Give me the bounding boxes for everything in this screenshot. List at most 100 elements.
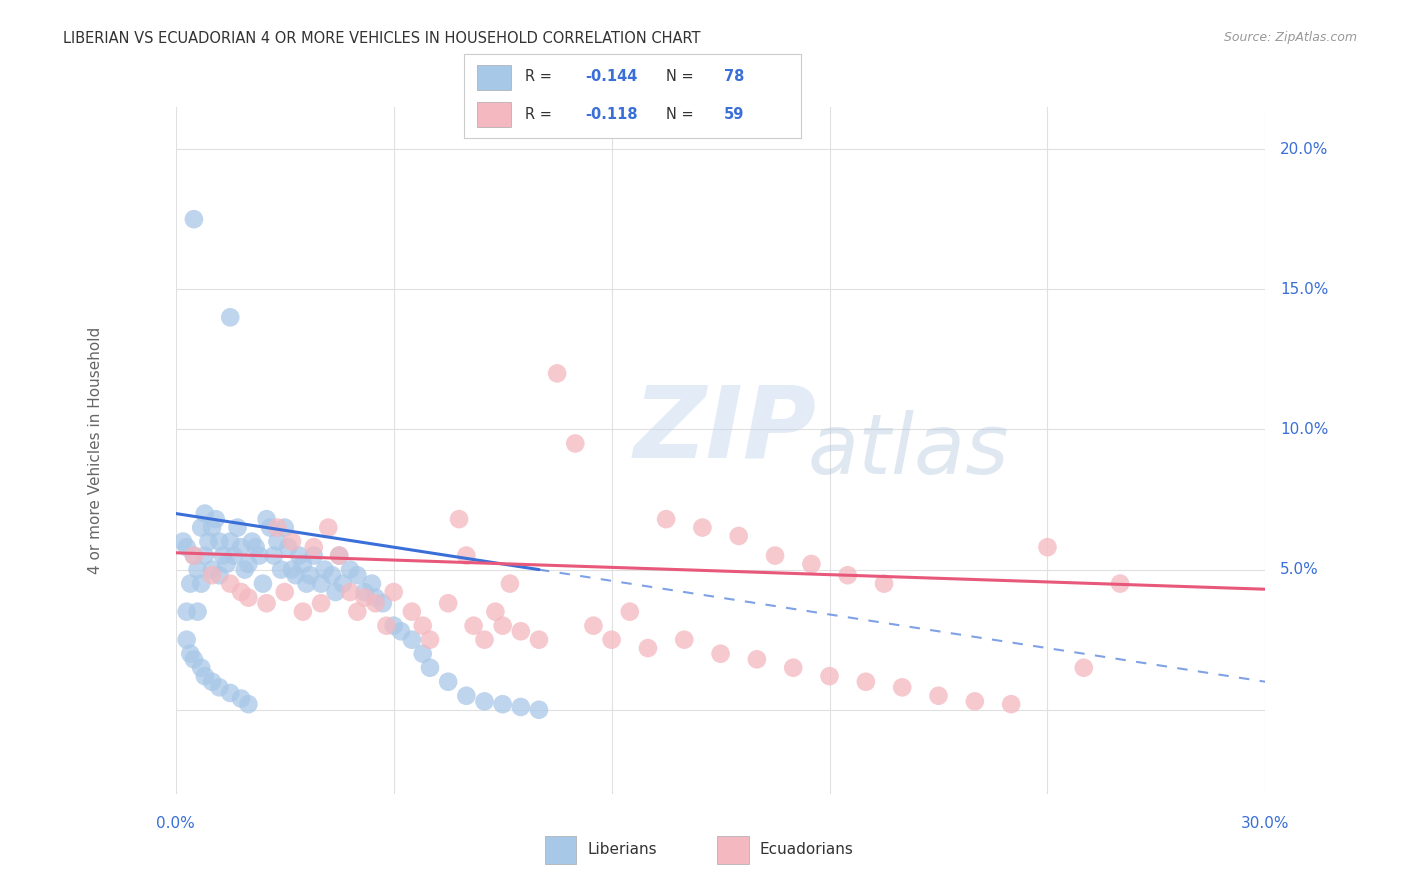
Point [183,212,205,227]
Point [419,661,441,675]
Point [179,647,201,661]
Point [247,549,270,563]
Point [291,605,314,619]
Text: R =: R = [524,69,557,84]
Point [346,568,368,582]
Text: R =: R = [524,107,557,122]
Point [564,436,586,450]
Point [274,585,297,599]
Point [1109,576,1132,591]
Point [474,694,496,708]
Text: 30.0%: 30.0% [1241,816,1289,831]
Point [186,563,209,577]
Point [509,700,531,714]
Point [332,576,354,591]
Text: 15.0%: 15.0% [1279,282,1329,297]
Point [389,624,412,639]
Point [222,549,245,563]
Point [190,576,212,591]
Point [619,605,641,619]
Point [208,681,231,695]
Text: 20.0%: 20.0% [1279,142,1329,157]
Point [231,691,253,706]
Bar [478,64,512,90]
Point [208,534,231,549]
Point [263,549,285,563]
Point [1000,697,1022,711]
Point [527,703,550,717]
Point [240,534,263,549]
Point [655,512,678,526]
Point [256,596,278,610]
Point [401,632,423,647]
Point [600,632,623,647]
Point [281,534,304,549]
Text: 78: 78 [724,69,744,84]
Point [194,669,217,683]
Point [745,652,768,666]
Point [673,632,696,647]
Point [412,618,434,632]
Point [456,689,478,703]
Point [291,557,314,571]
Text: Source: ZipAtlas.com: Source: ZipAtlas.com [1223,31,1357,45]
Point [727,529,749,543]
Point [928,689,950,703]
Point [176,540,198,554]
Point [183,549,205,563]
Point [492,618,515,632]
Point [527,632,550,647]
Point [463,618,485,632]
Point [226,520,249,534]
Point [266,534,288,549]
Point [201,568,224,582]
Point [891,681,914,695]
Point [318,520,340,534]
Point [238,591,260,605]
Bar [478,102,512,128]
Text: Liberians: Liberians [588,842,657,857]
Text: 4 or more Vehicles in Household: 4 or more Vehicles in Household [89,326,104,574]
Point [231,540,253,554]
Point [302,549,325,563]
Point [382,618,405,632]
Text: 59: 59 [724,107,744,122]
Point [281,563,304,577]
Point [837,568,859,582]
Point [176,605,198,619]
Point [208,568,231,582]
Point [245,540,267,554]
Point [800,557,823,571]
Text: Ecuadorians: Ecuadorians [759,842,853,857]
Point [309,596,332,610]
Point [437,674,460,689]
Point [582,618,605,632]
Point [328,549,350,563]
Point [371,596,394,610]
Point [509,624,531,639]
Point [274,520,297,534]
Point [401,605,423,619]
Point [873,576,896,591]
Bar [717,836,748,863]
Point [256,512,278,526]
Point [314,563,336,577]
Point [325,585,347,599]
Point [456,549,478,563]
Point [492,697,515,711]
Point [818,669,841,683]
Point [183,549,205,563]
Point [201,674,224,689]
Point [710,647,733,661]
Point [328,549,350,563]
Point [763,549,786,563]
Point [782,661,804,675]
Point [692,520,714,534]
Point [270,563,292,577]
Point [412,647,434,661]
Point [197,534,219,549]
Text: 10.0%: 10.0% [1279,422,1329,437]
Point [437,596,460,610]
Point [183,652,205,666]
Point [484,605,506,619]
